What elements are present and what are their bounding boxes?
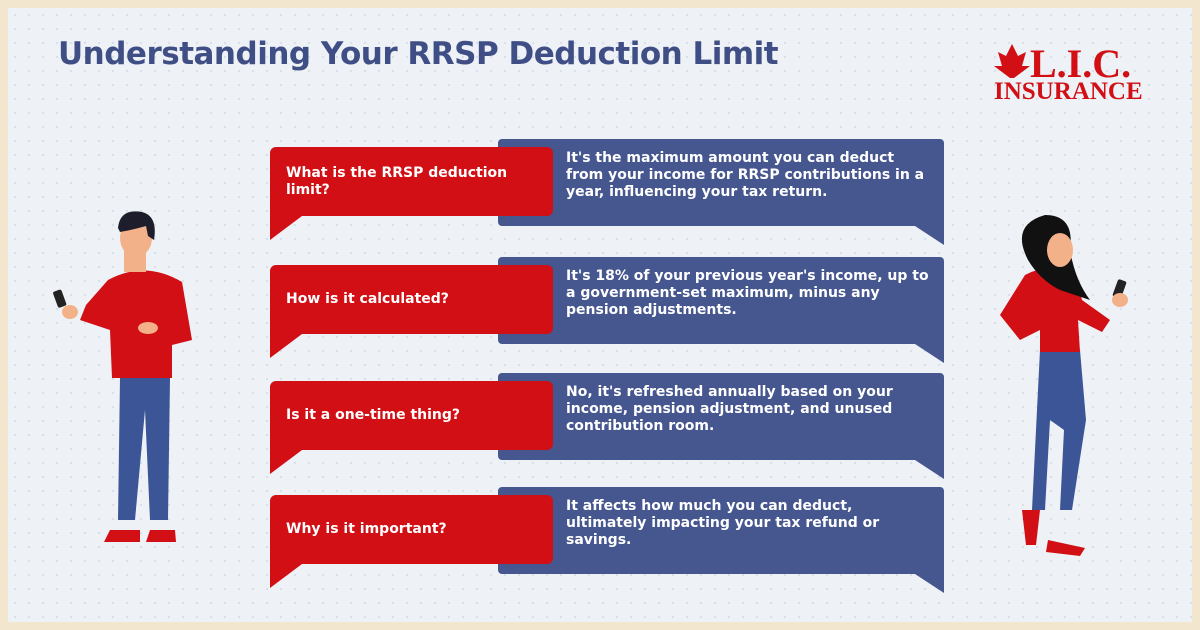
man-figure [53, 211, 192, 542]
answer: It's 18% of your previous year's income,… [566, 268, 929, 318]
answer-bubble [498, 257, 944, 344]
woman-figure [1000, 215, 1128, 556]
question: How is it calculated? [286, 291, 449, 307]
question: Is it a one-time thing? [286, 407, 461, 423]
logo-leaf [994, 44, 1030, 78]
answer: It affects how much you can deduct, ulti… [566, 498, 880, 548]
answer-bubble [498, 373, 944, 460]
answer-bubble [498, 487, 944, 574]
answer: It's the maximum amount you can deduct f… [566, 150, 925, 200]
logo-name: L.I.C. [1030, 41, 1132, 86]
question-bubble [270, 495, 553, 564]
question-bubble [270, 265, 553, 334]
logo-tagline: INSURANCE [994, 78, 1143, 105]
title: Understanding Your RRSP Deduction Limit [58, 36, 779, 72]
question: What is the RRSP deduction limit? [286, 164, 508, 198]
question: Why is it important? [286, 521, 447, 537]
answer-bubble [498, 139, 944, 226]
question-bubble [270, 147, 553, 216]
question-bubble [270, 381, 553, 450]
answer: No, it's refreshed annually based on you… [566, 384, 893, 434]
